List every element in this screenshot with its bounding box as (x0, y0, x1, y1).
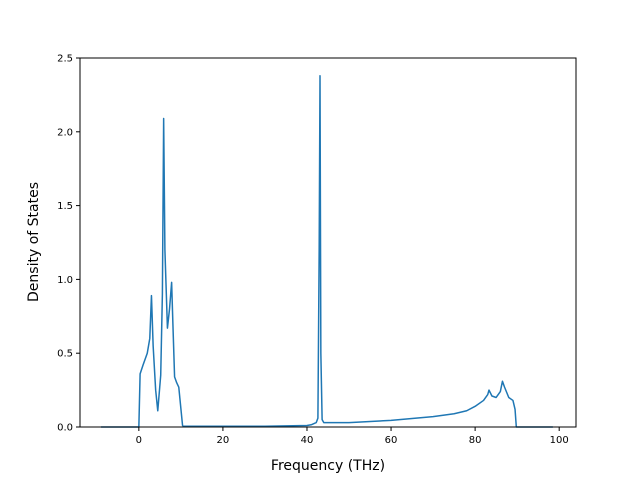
y-tick-label: 0.0 (57, 423, 73, 434)
series-layer (101, 74, 553, 428)
y-tick-label: 0.5 (57, 349, 73, 360)
y-tick-label: 1.5 (57, 201, 73, 212)
x-axis-ticks: 0 20 40 60 80 100 (136, 427, 569, 446)
y-axis-ticks: 0.0 0.5 1.0 1.5 2.0 2.5 (57, 54, 80, 434)
axes-frame (79, 57, 577, 428)
y-tick-label: 2.0 (57, 127, 73, 138)
x-axis-label: Frequency (THz) (271, 458, 385, 474)
dos-series-line (101, 74, 553, 428)
x-tick-label: 40 (301, 435, 314, 446)
x-tick-label: 80 (469, 435, 482, 446)
x-tick-label: 20 (217, 435, 230, 446)
y-tick-label: 2.5 (57, 54, 73, 65)
x-tick-label: 100 (550, 435, 569, 446)
x-tick-label: 60 (385, 435, 398, 446)
y-axis-label: Density of States (26, 182, 42, 302)
y-tick-label: 1.0 (57, 275, 73, 286)
x-tick-label: 0 (136, 435, 142, 446)
